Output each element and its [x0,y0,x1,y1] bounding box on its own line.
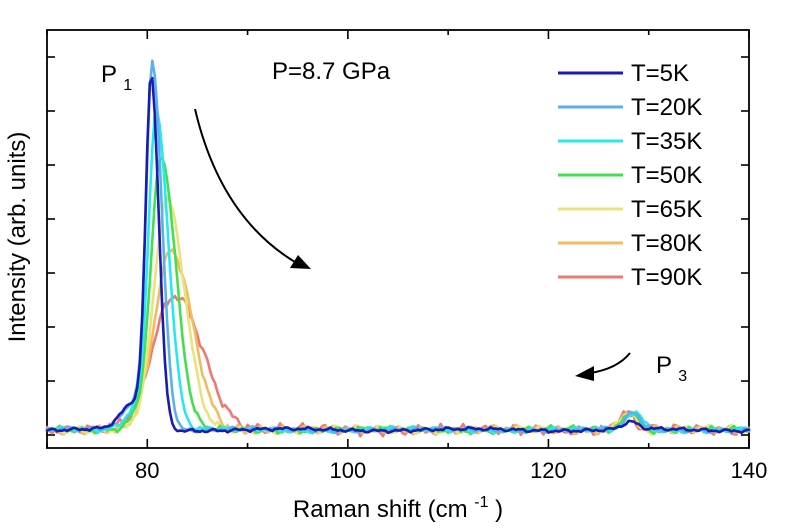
series-layer [45,59,751,438]
legend-label: T=20K [631,94,702,121]
y-ticks [47,56,749,436]
series-line [45,76,751,435]
x-axis-label-prefix: Raman shift (cm [293,496,468,523]
x-axis-label: Raman shift (cm -1 ) [293,486,503,523]
temperature-arrow-curve [194,108,301,266]
peak-label-p3-base: P [656,352,672,379]
p3-arrow-curve [589,352,631,374]
legend-label: T=50K [631,162,702,189]
legend-label: T=65K [631,196,702,223]
x-tick-label: 140 [731,458,768,483]
x-axis-label-superscript: -1 [474,494,488,511]
x-ticks: 80 100 120 140 [46,30,768,483]
plot-frame [46,29,750,449]
pressure-annotation: P=8.7 GPa [272,58,391,85]
legend-label: T=80K [631,230,702,257]
peak-label-p1-sub: 1 [123,77,132,94]
legend-label: T=90K [631,264,702,291]
x-axis-label-suffix: ) [495,496,503,523]
temperature-arrow-head [290,255,311,269]
peak-label-p1: P 1 [101,61,132,94]
y-axis-label: Intensity (arb. units) [4,132,31,343]
peak-label-p3: P 3 [656,352,687,385]
p3-arrow-head [575,366,594,381]
x-tick-label: 80 [135,458,159,483]
x-tick-label: 100 [329,458,366,483]
peak-label-p1-base: P [101,61,117,88]
legend-label: T=35K [631,128,702,155]
legend: T=5K T=20K T=35K T=50K T=65K T=80K T=90K [558,60,702,291]
legend-label: T=5K [631,60,689,87]
x-tick-label: 120 [530,458,567,483]
peak-label-p3-sub: 3 [678,368,687,385]
